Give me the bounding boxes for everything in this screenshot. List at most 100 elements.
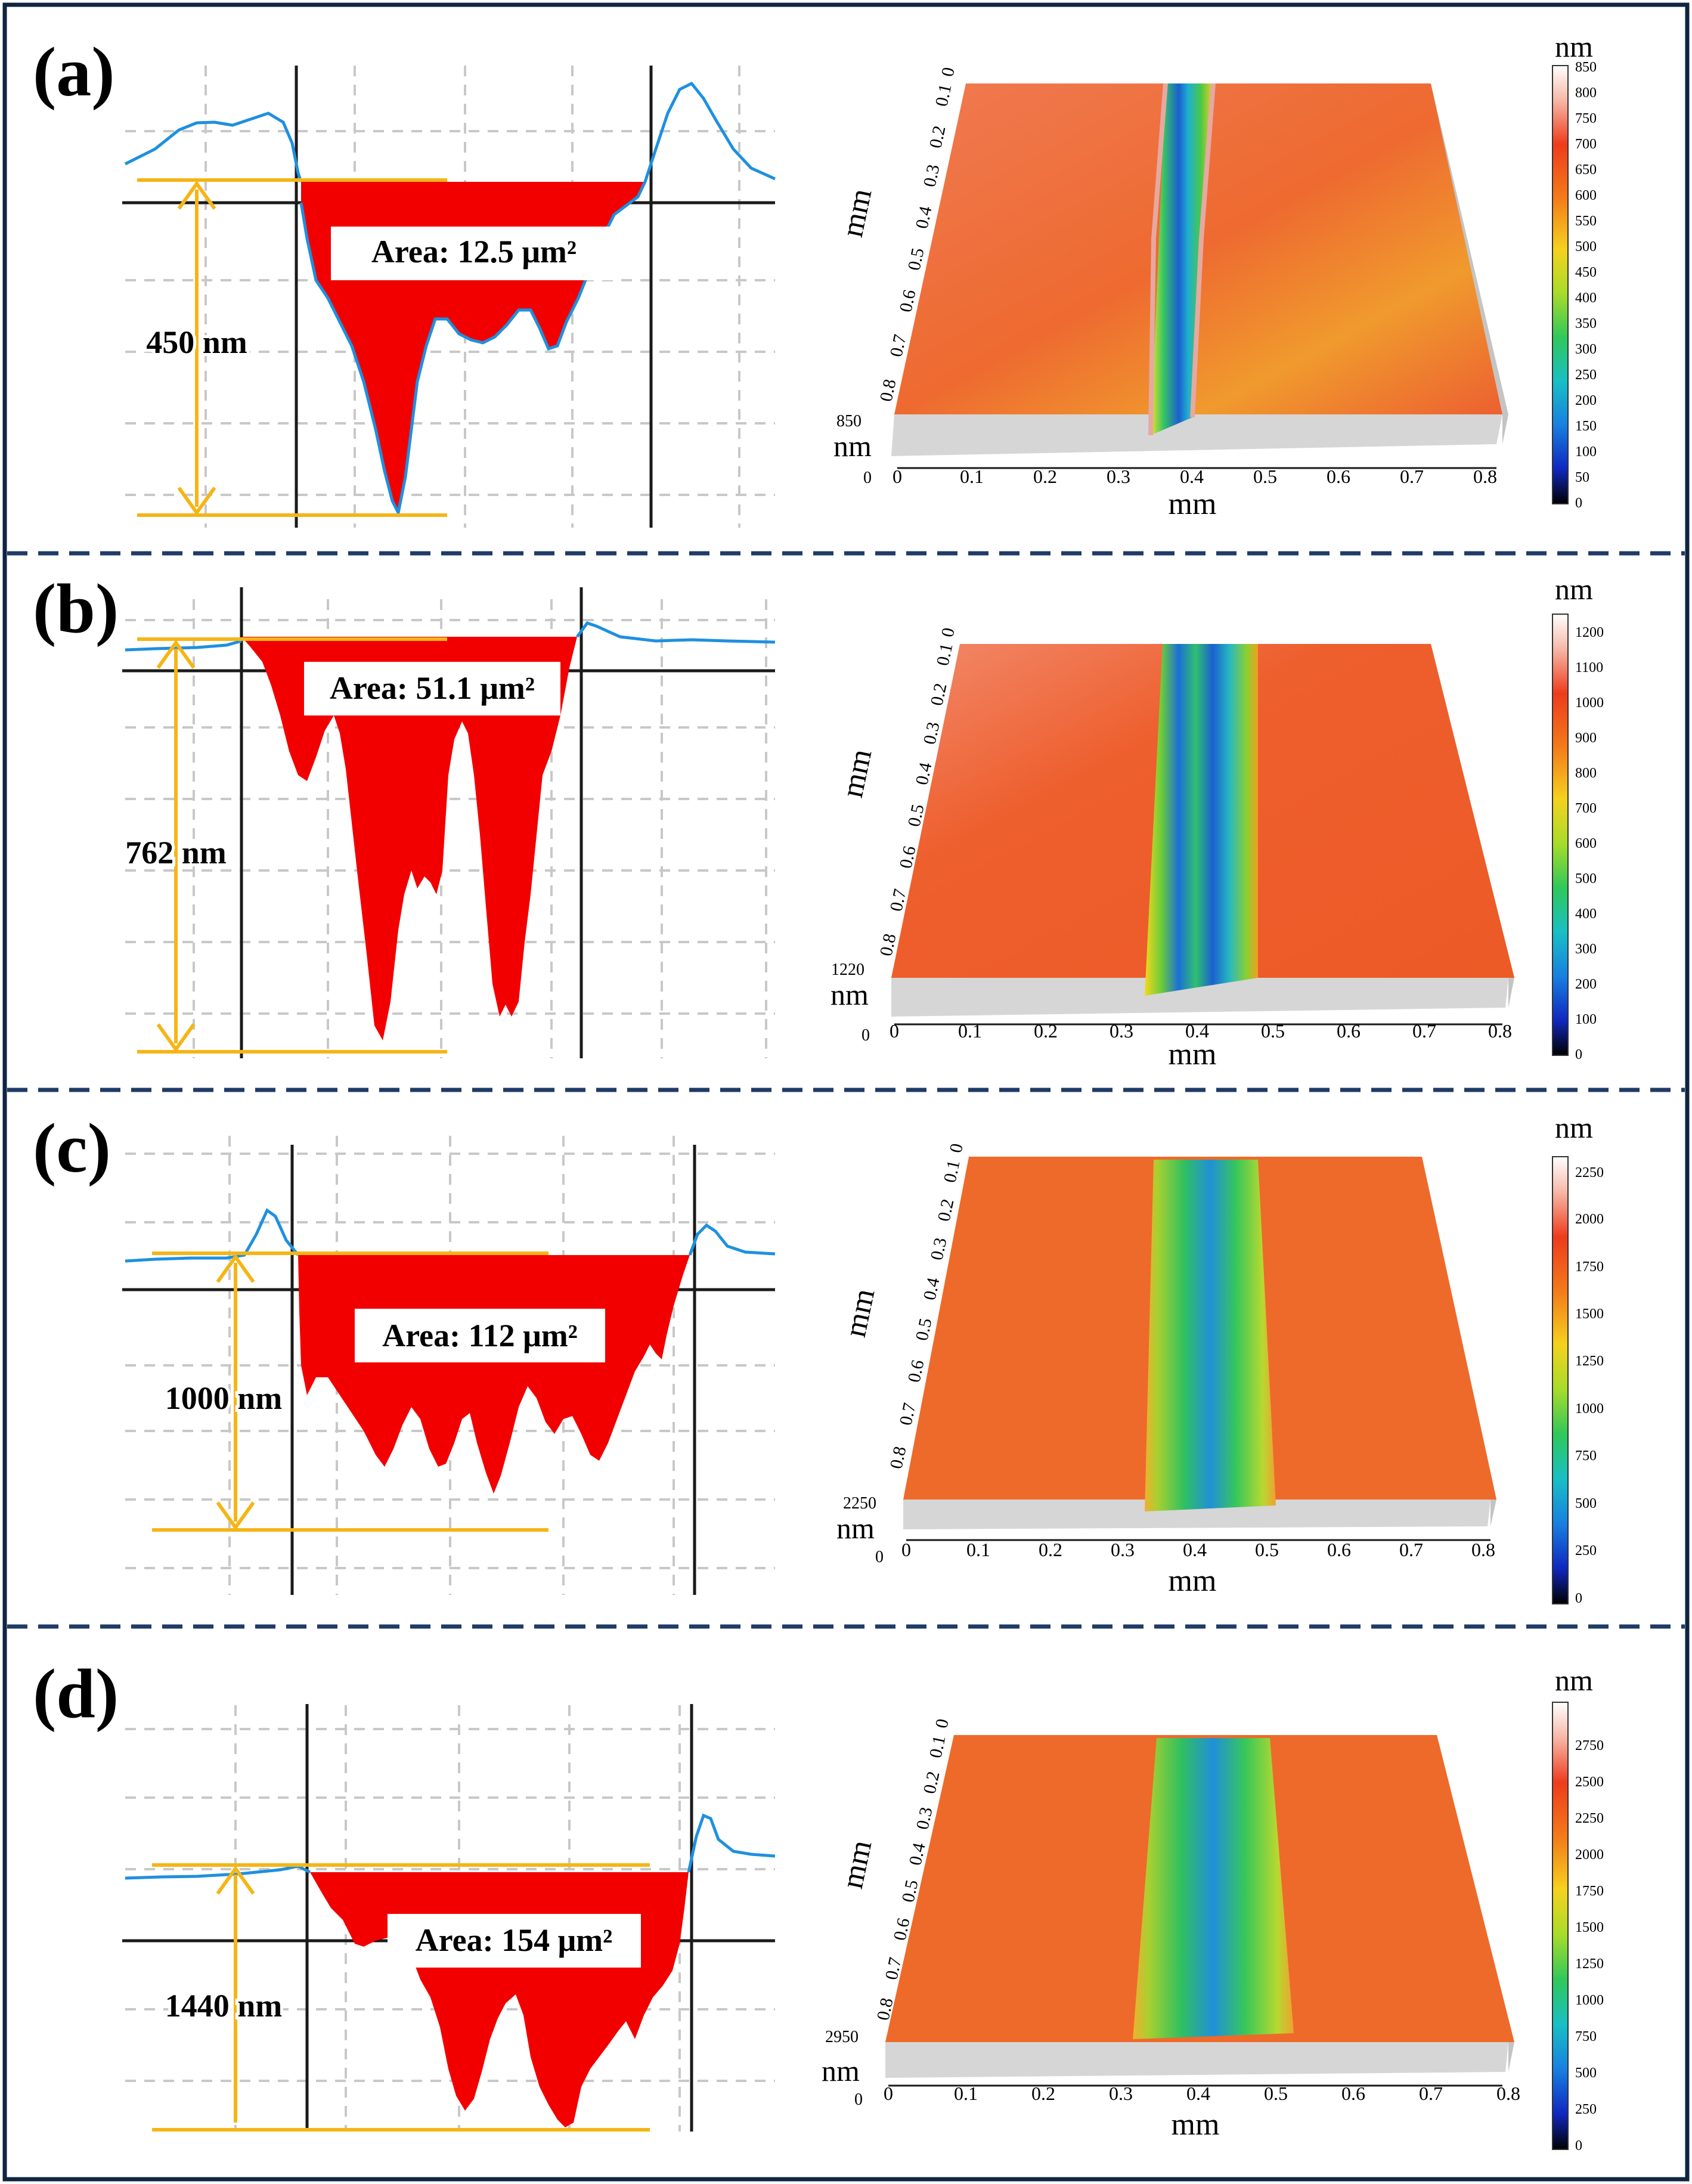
x-tick-labels: 0.1 0.2 0.3 0.4 0.5 0.6 0.7 0.8 xyxy=(958,1020,1512,1042)
colorbar-tick: 700 xyxy=(1575,801,1597,816)
y-axis-title: mm xyxy=(835,746,879,801)
arrow-head xyxy=(216,1501,255,1531)
y-tick-labels: 0 0.1 0.2 0.3 0.4 0.5 0.6 0.7 0.8 xyxy=(873,1717,953,2022)
profile-fill xyxy=(298,1255,690,1494)
y-tick-label: 0.2 xyxy=(934,1197,958,1223)
area-label-box xyxy=(388,1914,641,1968)
x-tick-label: 0.1 xyxy=(958,1020,982,1042)
surface-side-front xyxy=(891,414,1502,456)
x-tick-label: 0.1 xyxy=(966,1539,990,1560)
depth-label: 1440 nm xyxy=(165,1988,283,2024)
surface-side-front xyxy=(903,1500,1490,1529)
colorbar: nm 850 800 750 700 650 600 550 500 450 4… xyxy=(1552,30,1597,511)
x-tick-label: 0.5 xyxy=(1255,1539,1279,1560)
y-tick-label: 0.8 xyxy=(887,1445,910,1471)
y-tick-label: 0.5 xyxy=(898,1878,922,1904)
area-label-box xyxy=(304,662,560,715)
y-tick-label: 0.1 xyxy=(933,642,957,668)
colorbar-tick: 1750 xyxy=(1575,1883,1604,1899)
area-label: Area: 112 μm² xyxy=(382,1318,578,1353)
x-axis-title: mm xyxy=(1169,1564,1217,1598)
z-top-label: 2250 xyxy=(843,1494,876,1513)
colorbar-tick: 150 xyxy=(1575,419,1597,434)
colorbar-tick: 100 xyxy=(1575,444,1597,460)
y-tick-label: 0.8 xyxy=(876,377,900,404)
colorbar-tick: 600 xyxy=(1575,188,1597,203)
profile-chart: Area: 112 μm² 1000 nm xyxy=(122,1136,776,1595)
y-tick-label: 0.2 xyxy=(926,124,950,150)
colorbar-tick: 900 xyxy=(1575,730,1597,746)
y-tick-label: 0.6 xyxy=(896,844,920,870)
colorbar-tick: 750 xyxy=(1575,2029,1597,2044)
x-tick-label: 0.8 xyxy=(1473,466,1497,487)
z-unit-label: nm xyxy=(836,1511,875,1545)
colorbar-tick: 650 xyxy=(1575,162,1597,178)
groove-edge xyxy=(1190,83,1216,418)
y-tick-label: 0.6 xyxy=(904,1358,928,1384)
y-tick-label: 0.8 xyxy=(876,932,900,958)
y-tick-label: 0.8 xyxy=(873,1996,897,2022)
x-tick-labels: 0.1 0.2 0.3 0.4 0.5 0.6 0.7 0.8 xyxy=(966,1539,1495,1560)
y-tick-label: 0.1 xyxy=(926,1734,950,1760)
panel-b: (b) xyxy=(33,569,1604,1071)
profile-fill xyxy=(241,637,577,1040)
x-tick-label: 0.4 xyxy=(1186,2083,1210,2104)
x-axis-title: mm xyxy=(1169,487,1217,521)
z-zero-label: 0 xyxy=(875,1548,884,1566)
y-tick-labels: 0 0.1 0.2 0.3 0.4 0.5 0.6 0.7 0.8 xyxy=(876,66,959,404)
colorbar-tick: 2750 xyxy=(1575,1738,1604,1754)
groove-edge xyxy=(1148,83,1168,436)
colorbar: nm 2750 2500 2250 2000 1750 1500 1250 10… xyxy=(1552,1663,1604,2154)
z-unit-label: nm xyxy=(830,978,869,1011)
y-tick-label: 0.4 xyxy=(906,1841,929,1867)
y-tick-label: 0.7 xyxy=(887,887,910,913)
colorbar-tick: 200 xyxy=(1575,977,1597,992)
colorbar-tick: 0 xyxy=(1575,495,1582,511)
colorbar-tick: 450 xyxy=(1575,265,1597,280)
colorbar-tick: 2000 xyxy=(1575,1212,1604,1227)
area-label: Area: 51.1 μm² xyxy=(330,670,535,706)
x-tick-label: 0.6 xyxy=(1327,466,1350,487)
surface-side-front xyxy=(891,978,1508,1017)
z-top-label: 850 xyxy=(836,412,862,430)
colorbar-tick: 1750 xyxy=(1575,1259,1604,1275)
profile-chart: Area: 12.5 μm² 450 nm xyxy=(122,66,776,528)
colorbar-unit: nm xyxy=(1555,1663,1593,1697)
x-tick-label: 0.6 xyxy=(1337,1020,1361,1042)
y-axis-title: mm xyxy=(835,1838,879,1892)
groove xyxy=(1145,1160,1276,1511)
x-tick-label: 0.7 xyxy=(1399,1539,1423,1560)
arrow-head xyxy=(216,1253,255,1283)
colorbar: nm 2250 2000 1750 1500 1250 1000 750 500… xyxy=(1552,1111,1604,1606)
colorbar-tick: 500 xyxy=(1575,2065,1597,2081)
y-tick-label: 0.5 xyxy=(912,1316,936,1343)
panel-d: (d) Area: 154 xyxy=(33,1655,1604,2154)
colorbar-tick: 350 xyxy=(1575,316,1597,332)
profile-fill xyxy=(310,1872,689,2127)
colorbar-unit: nm xyxy=(1555,1111,1593,1144)
z-unit-label: nm xyxy=(822,2054,860,2087)
surface-side-front xyxy=(885,2042,1508,2078)
x-tick-label: 0.2 xyxy=(1033,466,1057,487)
y-tick-label: 0.7 xyxy=(887,333,910,359)
y-tick-label: 0.7 xyxy=(896,1401,920,1427)
groove xyxy=(1133,1738,1294,2039)
colorbar-tick: 1000 xyxy=(1575,1401,1604,1417)
y-tick-label: 0.5 xyxy=(904,246,928,272)
colorbar-gradient xyxy=(1552,1702,1569,2150)
colorbar-gradient xyxy=(1552,614,1569,1056)
surface-map: mm mm 850 nm 0 0 0.1 0.2 0.3 0.4 0.5 0.6… xyxy=(833,66,1508,521)
colorbar-tick: 300 xyxy=(1575,941,1597,957)
area-label: Area: 154 μm² xyxy=(416,1922,613,1958)
y-tick-label: 0.7 xyxy=(882,1956,906,1982)
x-tick-label: 0.2 xyxy=(1034,1020,1058,1042)
colorbar-tick: 800 xyxy=(1575,85,1597,101)
x-tick-label: 0.7 xyxy=(1419,2083,1443,2104)
y-tick-label: 0.3 xyxy=(920,163,944,189)
y-tick-label: 0.5 xyxy=(904,803,928,829)
arrow-head xyxy=(156,1023,196,1053)
x-tick-label: 0.3 xyxy=(1110,1020,1133,1042)
surface-map: mm mm 1220 nm 0 0 0.1 0.2 0.3 0.4 0.5 0.… xyxy=(830,626,1514,1071)
colorbar-tick: 1100 xyxy=(1575,660,1603,676)
